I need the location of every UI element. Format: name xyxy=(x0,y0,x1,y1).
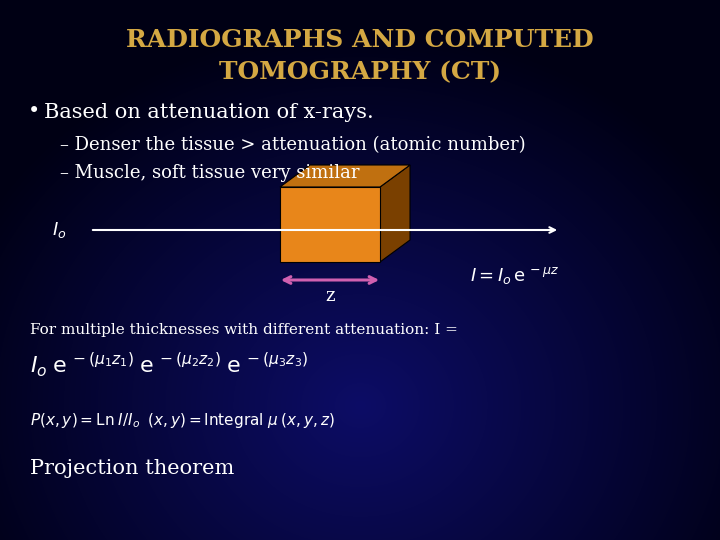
Text: Projection theorem: Projection theorem xyxy=(30,458,235,477)
Text: $I = I_o \, \mathrm{e}^{\,-\mu z}$: $I = I_o \, \mathrm{e}^{\,-\mu z}$ xyxy=(470,265,559,286)
Polygon shape xyxy=(380,165,410,262)
Text: TOMOGRAPHY (CT): TOMOGRAPHY (CT) xyxy=(219,60,501,84)
Text: Based on attenuation of x-rays.: Based on attenuation of x-rays. xyxy=(44,103,374,122)
Text: $I_o$: $I_o$ xyxy=(52,220,66,240)
Text: RADIOGRAPHS AND COMPUTED: RADIOGRAPHS AND COMPUTED xyxy=(126,28,594,52)
Polygon shape xyxy=(280,165,410,187)
Text: $I_o \; \mathrm{e}^{\,-(\mu_1 z_1)} \; \mathrm{e}^{\,-(\mu_2 z_2)} \; \mathrm{e}: $I_o \; \mathrm{e}^{\,-(\mu_1 z_1)} \; \… xyxy=(30,350,308,380)
Polygon shape xyxy=(280,187,380,262)
Text: z: z xyxy=(325,287,335,305)
Text: For multiple thicknesses with different attenuation: I =: For multiple thicknesses with different … xyxy=(30,323,458,337)
Text: •: • xyxy=(28,103,40,122)
Text: – Denser the tissue > attenuation (atomic number): – Denser the tissue > attenuation (atomi… xyxy=(60,136,526,154)
Text: $P(x,y) = \mathrm{Ln} \; I / I_o \;\; (x,y) = \mathrm{Integral} \; \mu \; (x,y,z: $P(x,y) = \mathrm{Ln} \; I / I_o \;\; (x… xyxy=(30,410,335,429)
Text: – Muscle, soft tissue very similar: – Muscle, soft tissue very similar xyxy=(60,164,359,182)
